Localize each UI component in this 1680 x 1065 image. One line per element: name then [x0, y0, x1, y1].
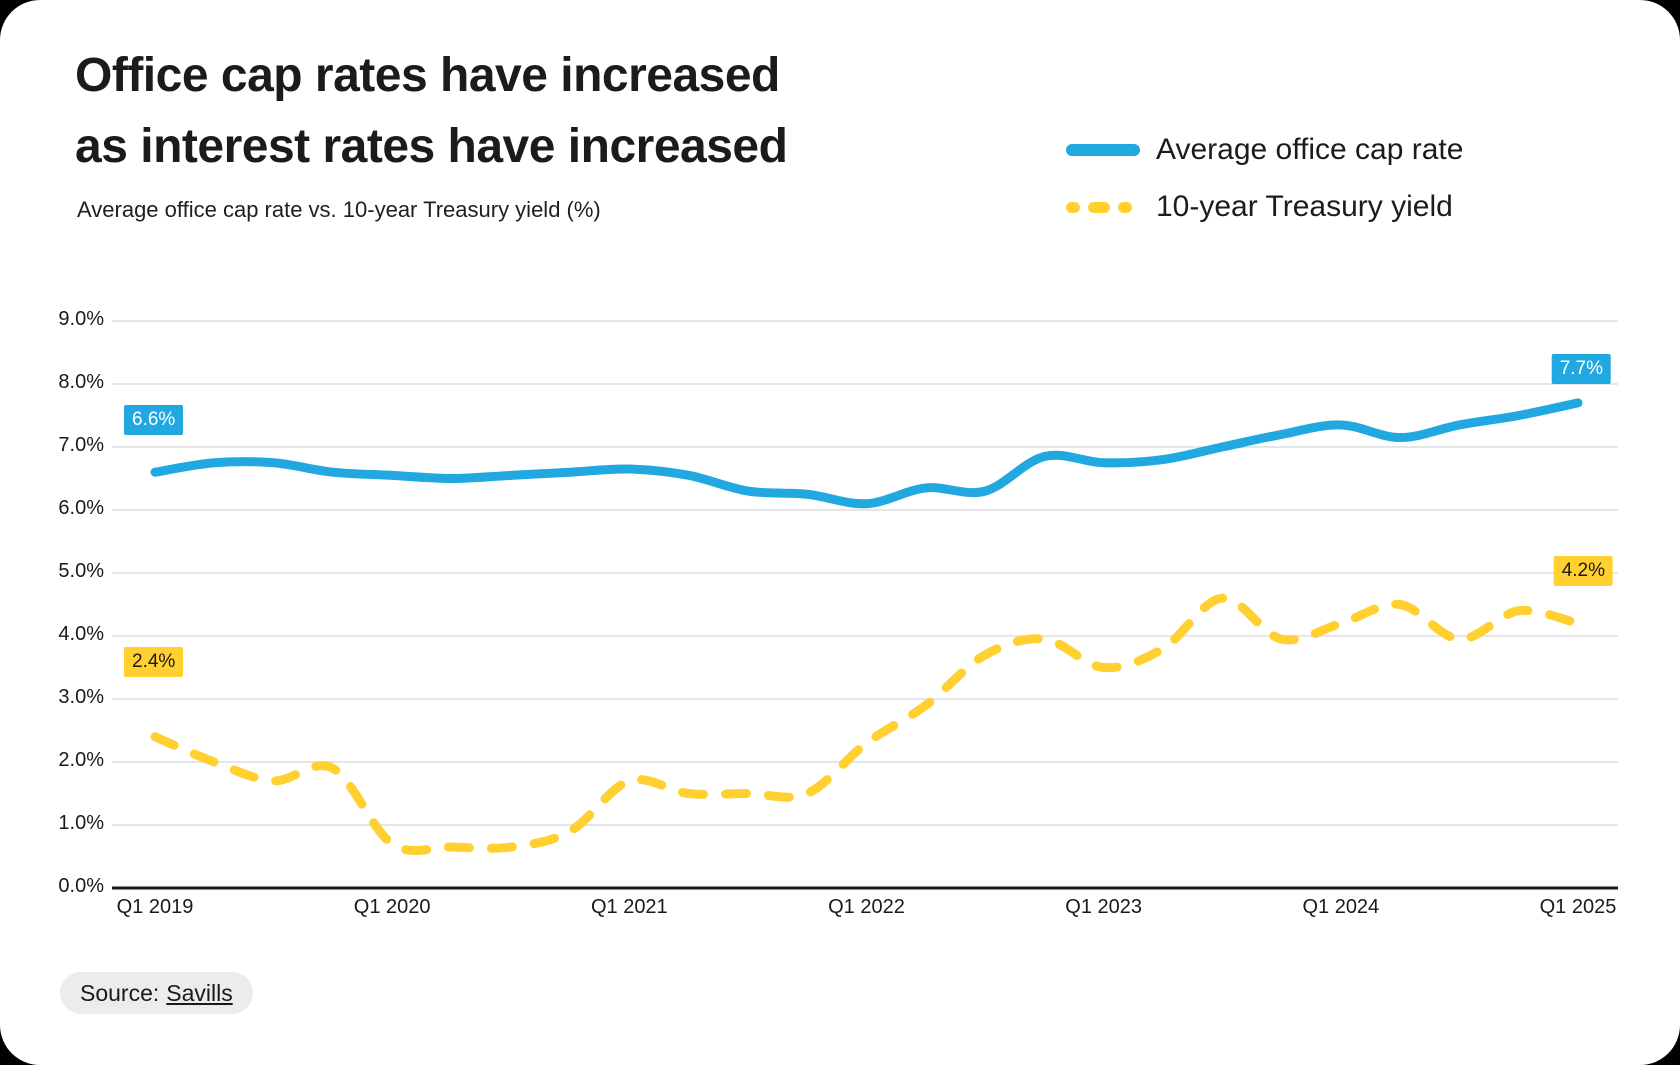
y-tick-label: 4.0%: [58, 623, 104, 645]
cap-rate-line: [150, 398, 1583, 509]
page-title: Office cap rates have increased as inter…: [75, 40, 788, 182]
x-tick-label: Q1 2019: [116, 896, 194, 918]
legend-label-treasury: 10-year Treasury yield: [1156, 190, 1453, 223]
legend-label-cap-rate: Average office cap rate: [1156, 133, 1464, 166]
y-tick-label: 7.0%: [58, 434, 104, 456]
x-tick-label: Q1 2024: [1302, 896, 1380, 918]
cap-rate-line-swatch-icon: [1066, 144, 1140, 156]
y-tick-label: 3.0%: [58, 686, 104, 708]
y-tick-label: 5.0%: [58, 560, 104, 582]
x-tick-label: Q1 2020: [353, 896, 431, 918]
x-tick-label: Q1 2021: [590, 896, 668, 918]
data-label-66pct: 6.6%: [124, 405, 184, 436]
source-badge: Source: Savills: [60, 972, 253, 1014]
treasury-line-swatch-icon: [1066, 201, 1140, 213]
x-tick-label: Q1 2022: [828, 896, 905, 918]
page-title-line1: Office cap rates have increased: [75, 49, 780, 102]
source-label: Source:: [80, 979, 160, 1006]
x-tick-label: Q1 2025: [1539, 896, 1617, 918]
legend-item-cap-rate: Average office cap rate: [1066, 130, 1463, 170]
data-label-42pct: 4.2%: [1553, 556, 1613, 587]
source-link[interactable]: Savills: [166, 979, 233, 1006]
data-label-24pct: 2.4%: [124, 646, 184, 677]
y-tick-label: 0.0%: [58, 875, 104, 897]
dash-icon: [1088, 201, 1110, 213]
y-tick-label: 8.0%: [58, 371, 104, 393]
page-title-line2: as interest rates have increased: [75, 120, 788, 173]
legend-item-treasury: 10-year Treasury yield: [1066, 187, 1463, 227]
y-tick-label: 6.0%: [58, 497, 104, 519]
chart-subtitle: Average office cap rate vs. 10-year Trea…: [77, 197, 601, 222]
y-tick-label: 2.0%: [58, 749, 104, 771]
dash-icon: [1118, 201, 1132, 213]
solid-line-icon: [1066, 144, 1140, 156]
dash-icon: [1066, 201, 1080, 213]
x-tick-label: Q1 2023: [1065, 896, 1143, 918]
y-tick-label: 1.0%: [58, 812, 104, 834]
y-tick-label: 9.0%: [58, 308, 104, 330]
legend: Average office cap rate 10-year Treasury…: [1066, 130, 1463, 227]
data-label-77pct: 7.7%: [1551, 353, 1611, 384]
